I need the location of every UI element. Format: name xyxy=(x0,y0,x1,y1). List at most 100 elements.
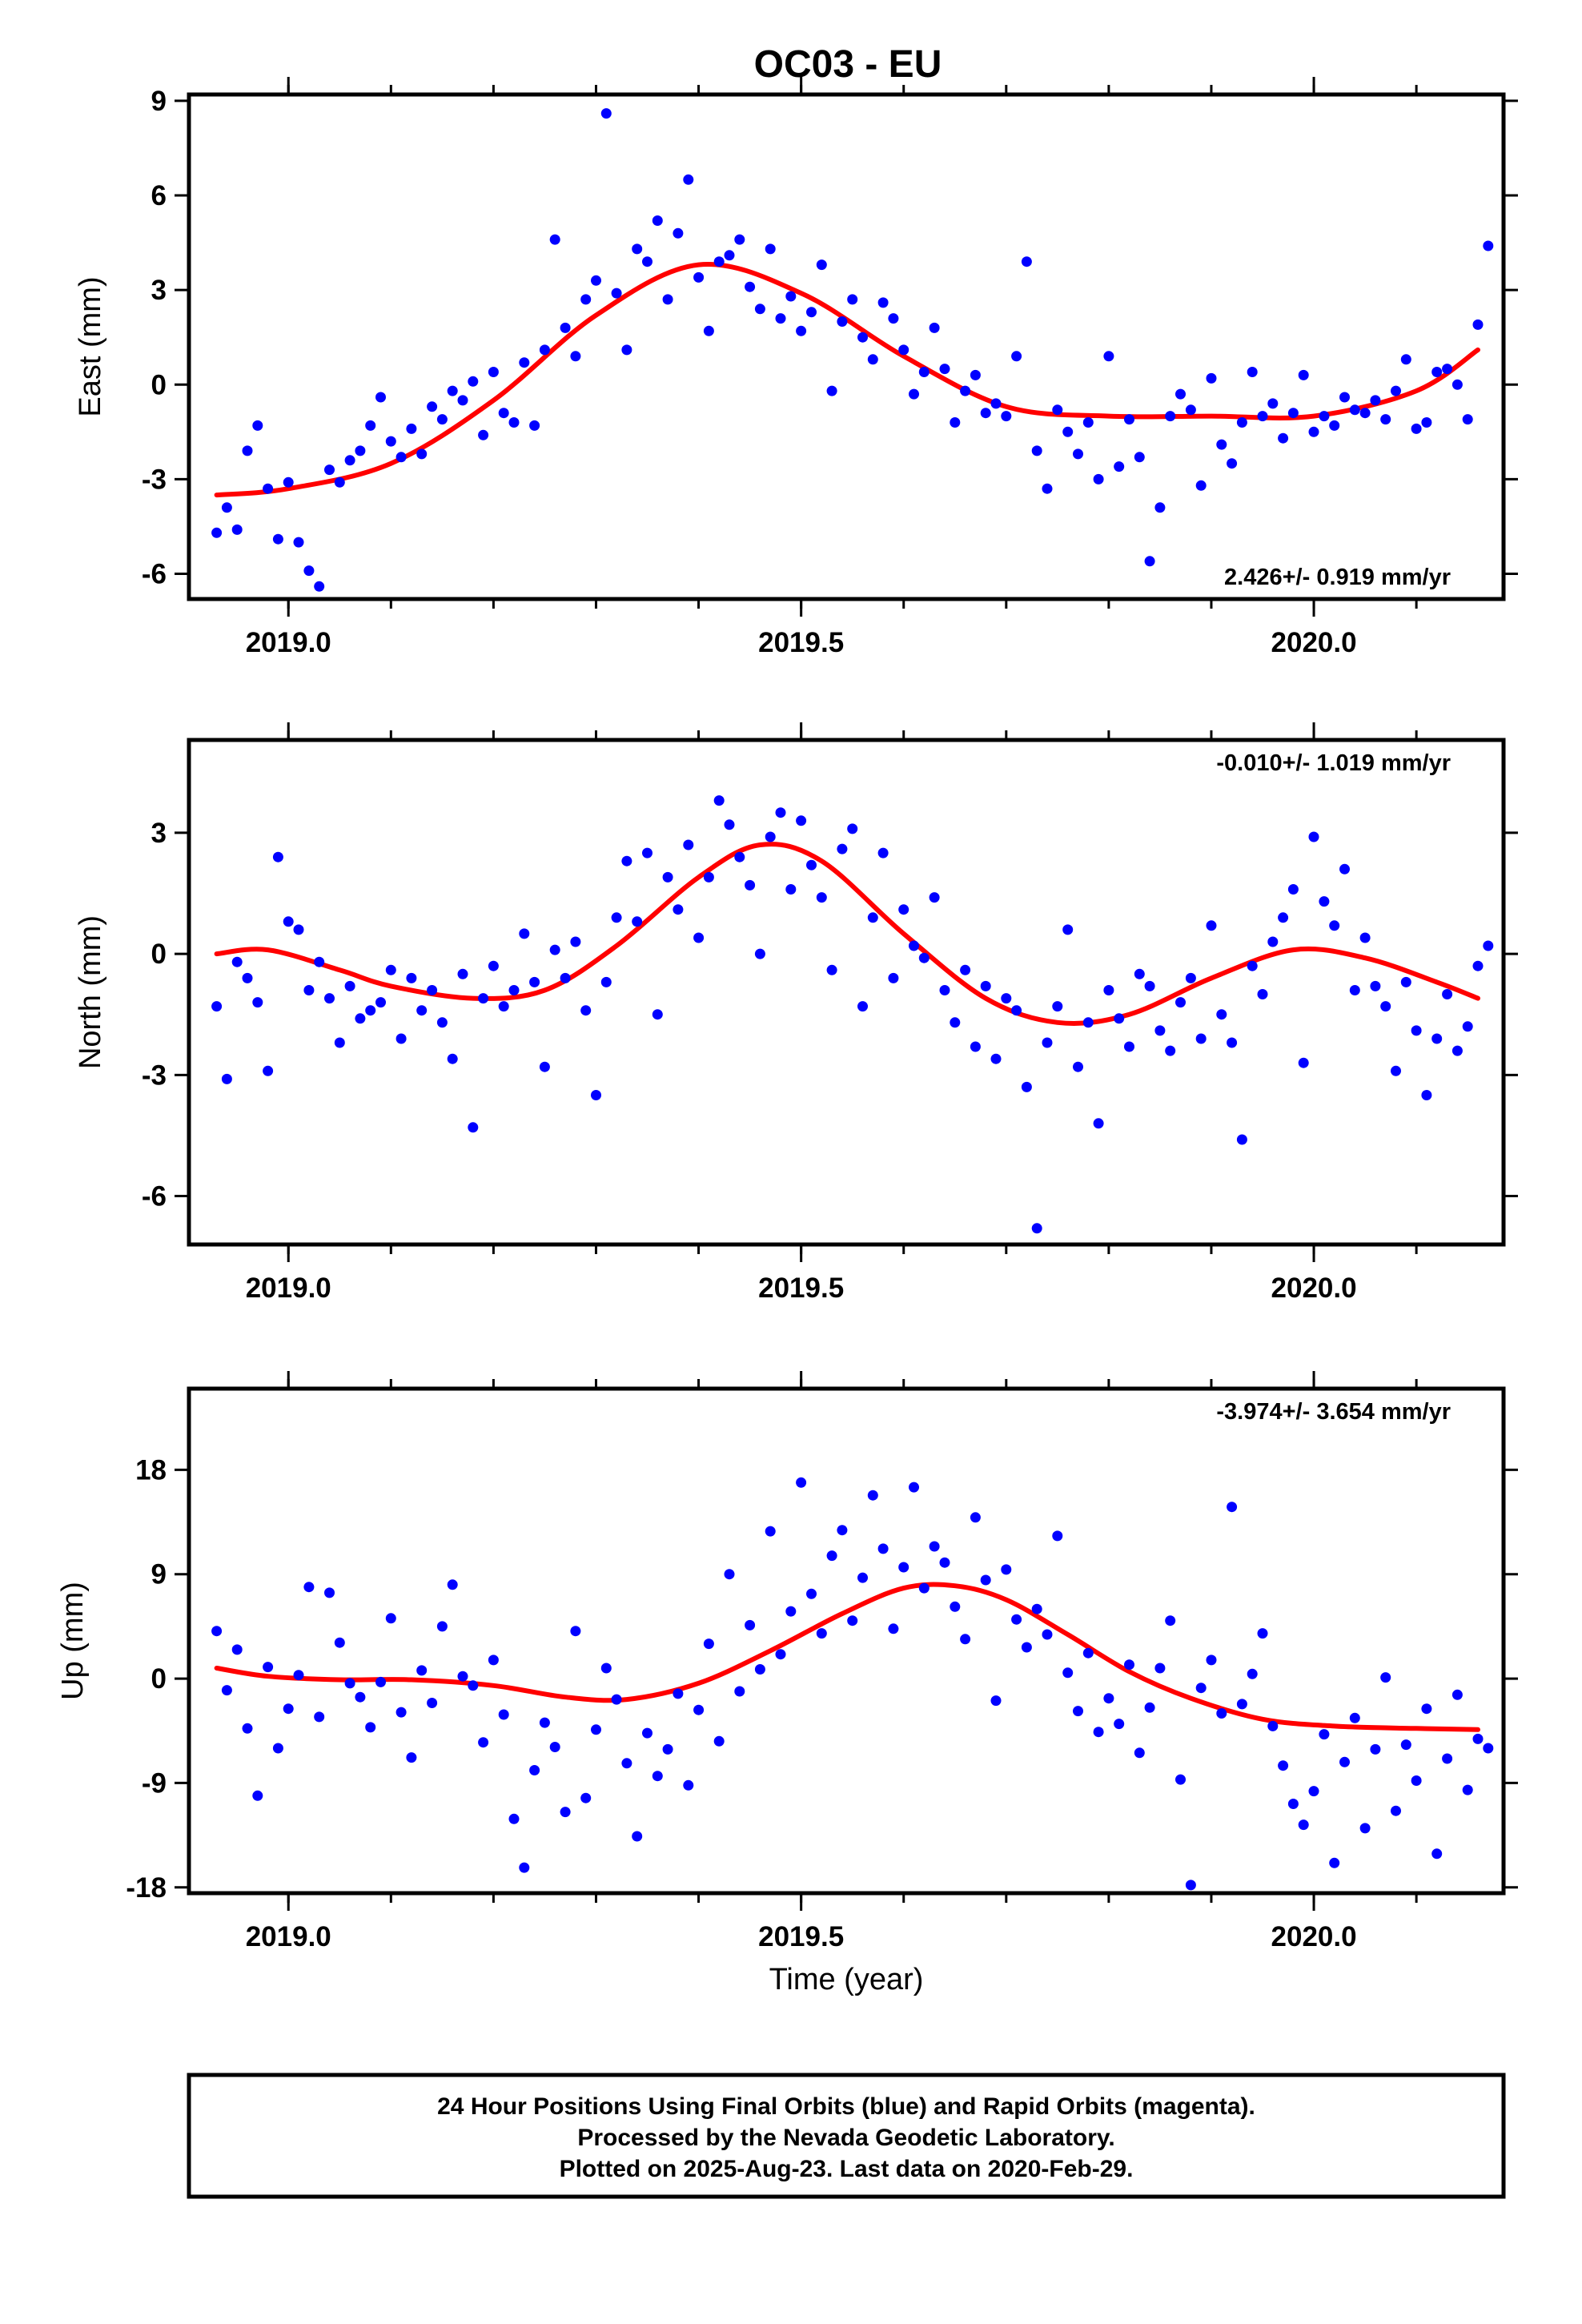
east-data-point xyxy=(847,294,858,305)
north-data-point xyxy=(1359,932,1371,943)
north-data-point xyxy=(1247,960,1258,971)
up-data-point xyxy=(436,1621,448,1632)
up-data-point xyxy=(652,1771,663,1782)
north-data-point xyxy=(1391,1065,1401,1076)
east-data-point xyxy=(272,533,283,545)
east-data-point xyxy=(355,445,366,456)
north-plot-frame xyxy=(187,738,1506,1247)
east-data-point xyxy=(754,304,765,315)
east-ticks-layer: 2019.0 2019.5 2020.0 -6 -3 0 3 6 9 xyxy=(142,77,1518,658)
east-data-point xyxy=(1195,480,1207,491)
north-data-point xyxy=(1411,1025,1422,1036)
up-data-point xyxy=(560,1807,571,1818)
north-data-point xyxy=(263,1065,274,1076)
east-data-point xyxy=(1082,417,1094,428)
up-data-point xyxy=(1247,1668,1258,1679)
north-data-point xyxy=(611,912,622,923)
east-y-tick-label: 6 xyxy=(151,180,167,211)
up-data-point xyxy=(549,1742,560,1752)
east-data-point xyxy=(1472,319,1484,330)
north-data-point xyxy=(293,924,304,935)
up-data-point xyxy=(427,1698,438,1708)
up-plot-frame xyxy=(187,1386,1506,1896)
north-data-point xyxy=(950,1017,961,1028)
up-data-point xyxy=(1287,1799,1299,1809)
north-data-point xyxy=(1134,968,1145,979)
up-data-point xyxy=(314,1711,325,1723)
north-data-point xyxy=(867,912,878,923)
up-data-point xyxy=(1339,1756,1350,1767)
east-data-point xyxy=(1400,354,1411,365)
north-data-point xyxy=(1308,831,1319,842)
north-data-point xyxy=(1124,1041,1134,1052)
up-data-point xyxy=(498,1709,509,1720)
up-data-point xyxy=(796,1477,807,1488)
up-data-point xyxy=(1236,1699,1247,1710)
up-data-point xyxy=(1165,1615,1176,1626)
up-data-point xyxy=(642,1727,652,1739)
east-data-point xyxy=(796,325,807,336)
east-data-point xyxy=(1154,502,1166,513)
up-data-point xyxy=(1154,1663,1166,1674)
east-data-point xyxy=(611,287,622,299)
north-data-point xyxy=(1421,1090,1432,1100)
up-data-point xyxy=(1329,1857,1340,1868)
east-data-point xyxy=(560,322,571,333)
up-data-point xyxy=(734,1686,745,1697)
north-data-point xyxy=(1236,1134,1247,1145)
up-data-point xyxy=(1206,1655,1217,1666)
up-data-point xyxy=(1042,1629,1053,1640)
up-fit-layer xyxy=(214,1582,1480,1732)
up-data-point xyxy=(1267,1720,1279,1731)
north-data-point xyxy=(1462,1021,1473,1032)
east-data-point xyxy=(877,297,889,308)
east-data-point xyxy=(970,369,981,380)
up-y-tick-label: 18 xyxy=(135,1454,167,1486)
east-data-point xyxy=(1185,404,1196,416)
north-data-point xyxy=(457,968,468,979)
east-data-point xyxy=(806,307,817,318)
up-data-point xyxy=(1359,1823,1371,1834)
east-x-tick-label: 2020.0 xyxy=(1271,627,1357,658)
east-data-point xyxy=(939,364,950,375)
north-data-point xyxy=(396,1033,407,1044)
up-data-point xyxy=(1185,1880,1196,1891)
east-data-point xyxy=(436,414,448,425)
east-data-point xyxy=(1431,367,1443,377)
up-data-point xyxy=(837,1525,848,1536)
up-data-point xyxy=(221,1685,232,1696)
north-points-layer xyxy=(211,795,1494,1234)
east-data-point xyxy=(950,417,961,428)
up-data-point xyxy=(1031,1603,1042,1614)
up-data-point xyxy=(785,1606,797,1617)
north-data-point xyxy=(365,1005,376,1016)
up-data-point xyxy=(877,1543,889,1554)
up-data-point xyxy=(806,1588,817,1599)
up-data-point xyxy=(1452,1689,1463,1700)
north-data-point xyxy=(1380,1001,1391,1012)
east-data-point xyxy=(1175,388,1186,400)
north-rate-label: -0.010+/- 1.019 mm/yr xyxy=(1216,750,1451,776)
north-x-tick-label: 2019.0 xyxy=(246,1273,331,1304)
up-data-point xyxy=(939,1557,950,1568)
east-data-point xyxy=(1462,414,1473,425)
up-data-point xyxy=(1411,1775,1422,1786)
north-panel: 2019.0 2019.5 2020.0 -6 -3 0 3 North (mm) -0.0… xyxy=(74,722,1518,1304)
north-data-point xyxy=(1319,896,1330,907)
east-data-point xyxy=(293,537,304,548)
east-data-point xyxy=(1442,364,1453,375)
east-data-point xyxy=(488,367,499,377)
up-data-point xyxy=(447,1579,458,1590)
north-data-point xyxy=(591,1090,601,1100)
north-data-point xyxy=(1431,1033,1443,1044)
east-data-point xyxy=(775,313,786,324)
up-data-point xyxy=(662,1743,673,1755)
east-x-tick-label: 2019.0 xyxy=(246,627,331,658)
east-data-point xyxy=(242,445,253,456)
east-data-point xyxy=(1411,423,1422,434)
east-data-point xyxy=(1308,426,1319,437)
east-data-point xyxy=(1021,256,1032,267)
east-x-tick-label: 2019.5 xyxy=(758,627,844,658)
north-data-point xyxy=(1062,924,1074,935)
north-data-point xyxy=(734,851,745,862)
